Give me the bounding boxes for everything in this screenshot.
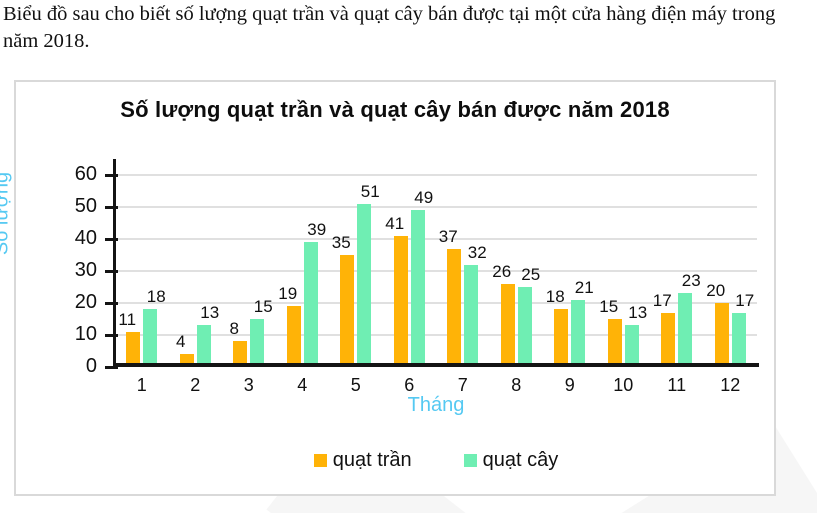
x-tick-label: 9 xyxy=(564,375,575,395)
legend-entry: quạt trần xyxy=(313,449,412,472)
bar-quat-tran xyxy=(447,248,462,367)
bar-value-label: 13 xyxy=(628,303,648,323)
x-tick-label: 5 xyxy=(350,375,361,395)
intro-text: Biểu đồ sau cho biết số lượng quạt trần … xyxy=(3,3,776,53)
bar-quat-cay xyxy=(410,210,425,367)
bar-quat-tran xyxy=(286,306,301,367)
bar-value-label: 41 xyxy=(385,213,405,233)
legend-swatch xyxy=(463,454,477,467)
y-tick-label: 0 xyxy=(85,355,97,377)
x-tick-label: 8 xyxy=(511,375,522,395)
bar-value-label: 13 xyxy=(200,303,220,323)
legend-swatch xyxy=(313,454,327,467)
bar-value-label: 39 xyxy=(307,220,327,240)
bar-value-label: 17 xyxy=(735,290,755,310)
bar-value-label: 15 xyxy=(599,297,619,316)
x-axis-line xyxy=(113,363,759,367)
y-axis-tick xyxy=(105,301,118,305)
y-tick-label: 50 xyxy=(74,195,97,217)
x-tick-label: 7 xyxy=(457,375,468,395)
x-tick-label: 6 xyxy=(404,375,415,395)
bar-value-label: 21 xyxy=(574,277,594,297)
bar-quat-tran xyxy=(554,309,569,367)
x-axis-label: Tháng xyxy=(407,394,465,416)
bar-value-label: 49 xyxy=(414,188,434,208)
y-axis-tick xyxy=(105,173,118,177)
y-tick-label: 30 xyxy=(74,259,97,281)
x-tick-label: 1 xyxy=(136,375,147,395)
x-tick-label: 10 xyxy=(613,375,634,395)
gridline xyxy=(115,334,757,336)
y-axis-tick xyxy=(105,237,118,241)
bar-value-label: 17 xyxy=(652,290,672,310)
x-tick-label: 4 xyxy=(297,375,308,395)
bar-value-label: 23 xyxy=(681,271,701,291)
bar-value-label: 4 xyxy=(176,332,186,352)
x-tick-label: 12 xyxy=(720,375,741,395)
bar-value-label: 11 xyxy=(118,309,137,329)
y-axis-label: Số lượng xyxy=(0,171,13,256)
bar-quat-cay xyxy=(250,319,265,367)
gridline xyxy=(115,302,757,304)
bar-value-label: 20 xyxy=(706,281,726,300)
bar-quat-tran xyxy=(340,255,355,367)
bar-quat-tran xyxy=(607,319,622,367)
x-tick-label: 3 xyxy=(243,375,254,395)
gridline xyxy=(115,238,757,240)
bar-quat-cay xyxy=(678,293,693,367)
bar-value-label: 32 xyxy=(467,242,487,262)
bar-value-label: 8 xyxy=(229,319,239,339)
y-axis-tick xyxy=(105,365,118,369)
bar-value-label: 18 xyxy=(545,287,565,307)
bar-quat-cay xyxy=(303,242,318,367)
plot-area: 0 10 20 30 40 50 60 11 4 8 19 35 41 37 26 18 15 17 20 18 13 1… xyxy=(75,159,759,395)
bar-value-label: 19 xyxy=(278,284,298,304)
bar-value-label: 51 xyxy=(360,181,380,201)
bar-value-label: 37 xyxy=(438,226,458,246)
bar-quat-tran xyxy=(126,331,141,367)
bar-quat-cay xyxy=(464,264,479,367)
bar-quat-cay xyxy=(517,287,532,367)
bar-quat-cay xyxy=(143,309,158,367)
legend-label: quạt cây xyxy=(482,449,559,471)
chart-title: Số lượng quạt trần và quạt cây bán được … xyxy=(120,97,670,122)
y-axis-tick xyxy=(105,269,118,273)
bar-value-label: 26 xyxy=(492,261,512,281)
bar-quat-tran xyxy=(500,283,515,367)
bar-value-label: 35 xyxy=(331,233,351,252)
bar-quat-cay xyxy=(624,325,639,367)
gridline xyxy=(115,174,757,176)
bar-quat-tran xyxy=(661,312,676,367)
chart-legend: quạt trần quạt cây xyxy=(115,449,757,472)
gridline xyxy=(115,206,757,208)
chart-container: Số lượng quạt trần và quạt cây bán được … xyxy=(0,80,776,496)
legend-label: quạt trần xyxy=(332,449,412,471)
legend-entry: quạt cây xyxy=(463,449,559,472)
y-axis-tick xyxy=(105,205,118,209)
bar-quat-cay xyxy=(196,325,211,367)
bar-value-label: 15 xyxy=(253,297,273,316)
gridline xyxy=(115,270,757,272)
bar-quat-cay xyxy=(571,299,586,367)
y-tick-label: 40 xyxy=(74,227,97,249)
bar-quat-tran xyxy=(714,303,729,367)
bar-quat-cay xyxy=(357,203,372,367)
y-axis-line xyxy=(113,159,116,367)
bar-quat-cay xyxy=(731,312,746,367)
bar-quat-tran xyxy=(393,235,408,367)
bar-quat-tran xyxy=(233,341,248,367)
y-axis-tick xyxy=(105,333,118,337)
bar-value-label: 25 xyxy=(521,265,541,284)
y-tick-label: 20 xyxy=(74,291,97,313)
x-tick-label: 2 xyxy=(190,375,201,395)
y-tick-label: 60 xyxy=(74,163,97,185)
y-tick-label: 10 xyxy=(74,323,97,345)
bar-value-label: 18 xyxy=(146,287,166,307)
x-tick-label: 11 xyxy=(667,375,687,395)
